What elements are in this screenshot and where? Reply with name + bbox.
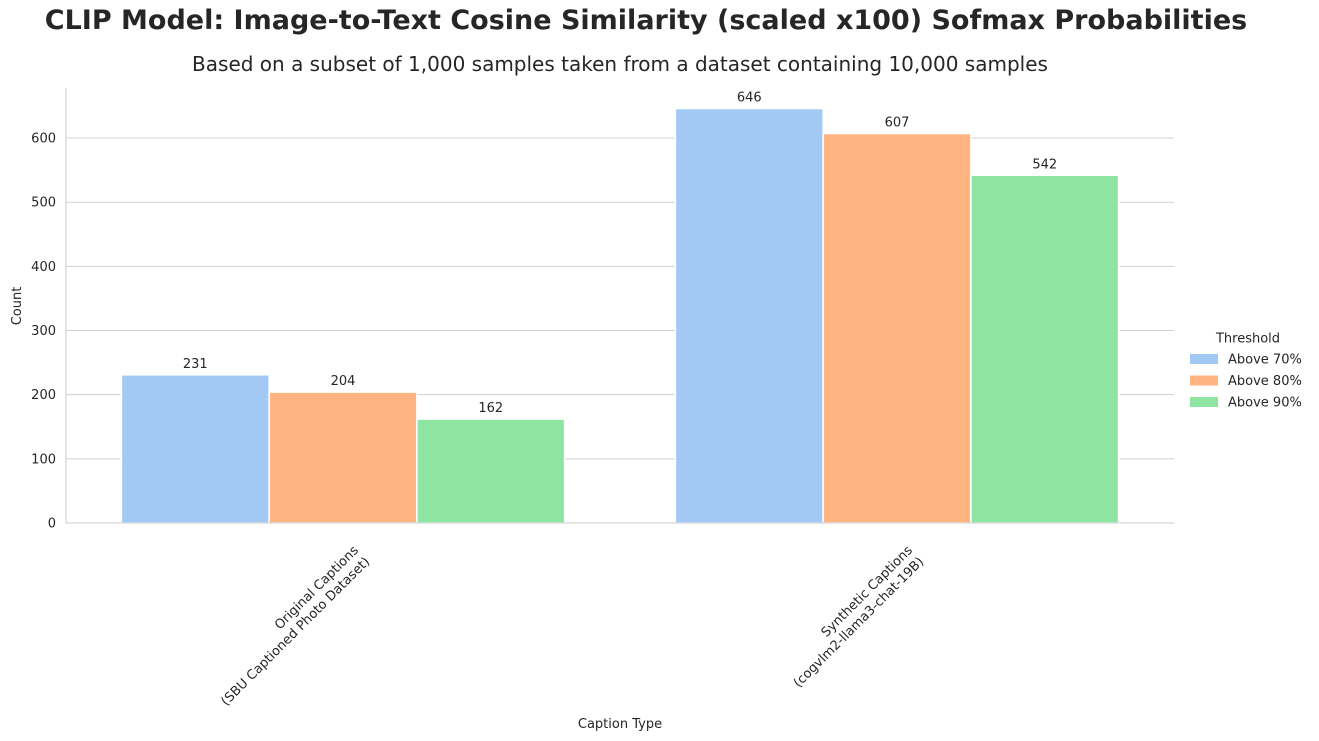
x-tick-label-line: (cogvlm2-llama3-chat-19B) bbox=[791, 555, 927, 691]
x-tick-label: Synthetic Captions(cogvlm2-llama3-chat-1… bbox=[779, 543, 927, 691]
data-label: 162 bbox=[478, 401, 503, 416]
legend-label: Above 80% bbox=[1228, 374, 1302, 389]
bar bbox=[970, 174, 1120, 524]
y-tick-label: 0 bbox=[48, 517, 56, 532]
x-tick-labels: Original Captions(SBU Captioned Photo Da… bbox=[207, 543, 928, 709]
data-label: 542 bbox=[1032, 157, 1057, 172]
y-axis-title: Count bbox=[10, 287, 25, 326]
legend-swatch bbox=[1190, 375, 1218, 386]
x-tick-label: Original Captions(SBU Captioned Photo Da… bbox=[207, 543, 373, 709]
bar bbox=[674, 107, 824, 524]
bar bbox=[822, 132, 972, 524]
legend-label: Above 90% bbox=[1228, 396, 1302, 411]
legend-swatch bbox=[1190, 397, 1218, 407]
data-label: 646 bbox=[737, 91, 762, 106]
bars bbox=[120, 107, 1120, 524]
data-label: 231 bbox=[183, 357, 208, 372]
x-tick-label-line: (SBU Captioned Photo Dataset) bbox=[219, 555, 374, 710]
y-tick-label: 500 bbox=[31, 196, 56, 211]
y-tick-label: 400 bbox=[31, 260, 56, 275]
data-label: 204 bbox=[331, 374, 356, 389]
legend-title: Threshold bbox=[1215, 332, 1280, 347]
bar bbox=[416, 418, 566, 524]
y-tick-label: 300 bbox=[31, 324, 56, 339]
x-axis-title: Caption Type bbox=[578, 717, 662, 732]
chart-title: CLIP Model: Image-to-Text Cosine Similar… bbox=[44, 5, 1248, 36]
data-labels: 231 204 162 646 607 542 bbox=[183, 91, 1057, 417]
y-tick-label: 600 bbox=[31, 132, 56, 147]
legend: Threshold Above 70% Above 80% Above 90% bbox=[1190, 332, 1302, 411]
bar bbox=[120, 374, 270, 524]
y-tick-label: 200 bbox=[31, 388, 56, 403]
chart-subtitle: Based on a subset of 1,000 samples taken… bbox=[192, 52, 1048, 76]
x-tick-label-line: Synthetic Captions bbox=[819, 543, 916, 640]
y-tick-label: 100 bbox=[31, 452, 56, 467]
y-tick-labels: 0 100 200 300 400 500 600 bbox=[31, 132, 56, 532]
axes bbox=[65, 88, 1174, 524]
legend-swatch bbox=[1190, 354, 1218, 364]
legend-label: Above 70% bbox=[1228, 353, 1302, 368]
bar bbox=[268, 391, 418, 524]
data-label: 607 bbox=[885, 116, 910, 131]
